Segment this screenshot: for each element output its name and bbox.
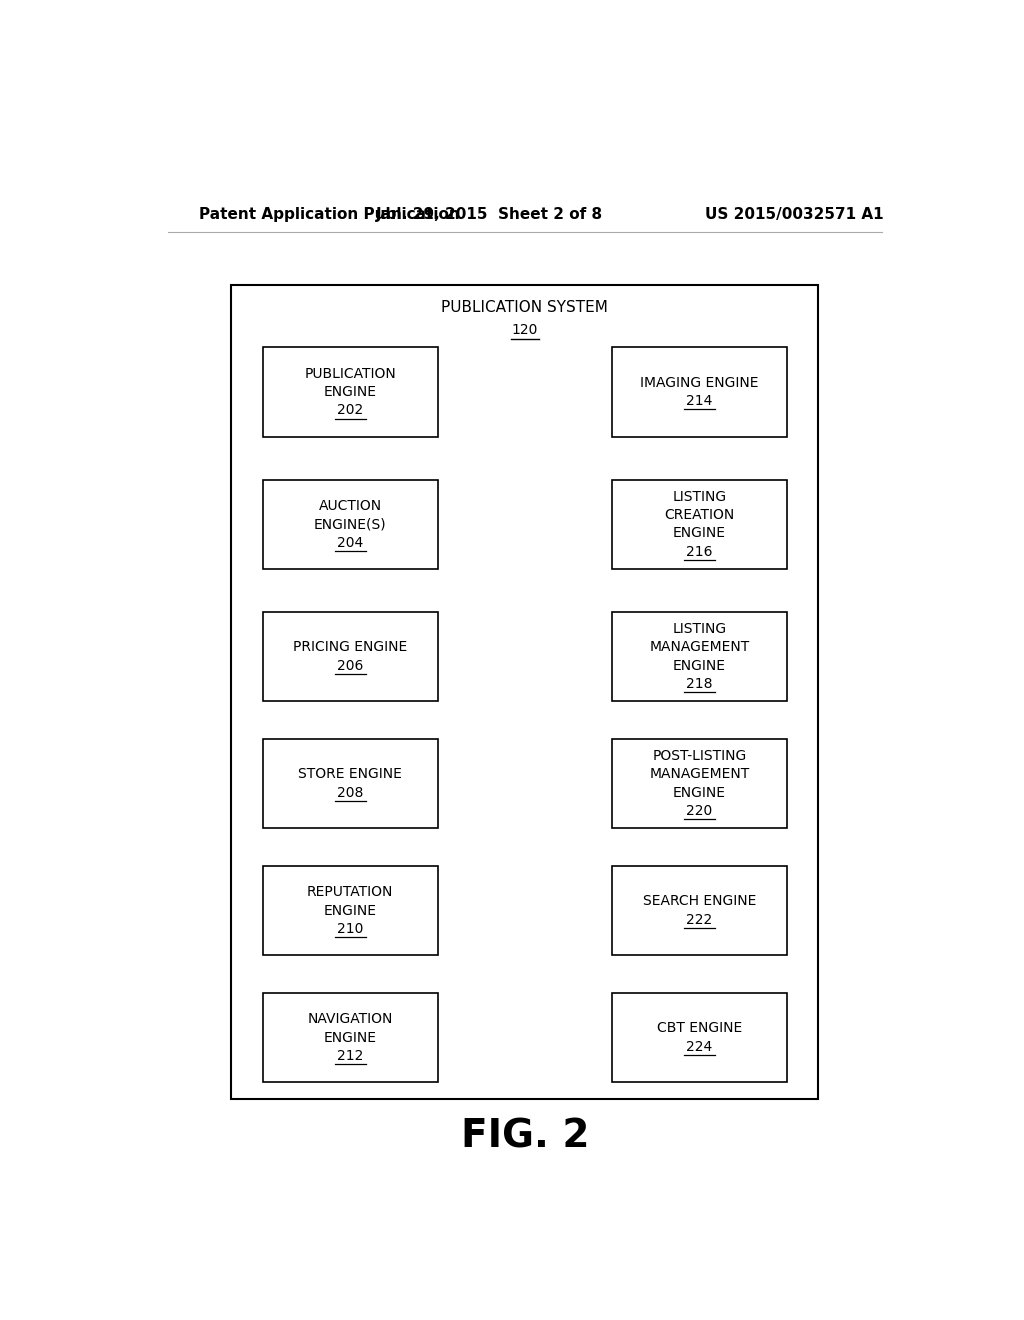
Text: CREATION: CREATION	[665, 508, 734, 523]
Text: ENGINE: ENGINE	[324, 903, 377, 917]
Bar	[612, 866, 786, 956]
Text: 222: 222	[686, 912, 713, 927]
Text: 204: 204	[337, 536, 364, 549]
Text: POST-LISTING: POST-LISTING	[652, 748, 746, 763]
Text: 216: 216	[686, 545, 713, 558]
Bar	[263, 479, 437, 569]
Text: 210: 210	[337, 921, 364, 936]
Text: REPUTATION: REPUTATION	[307, 886, 393, 899]
Text: STORE ENGINE: STORE ENGINE	[298, 767, 402, 781]
Bar	[612, 611, 786, 701]
Text: 218: 218	[686, 677, 713, 690]
Text: 224: 224	[686, 1040, 713, 1053]
Text: NAVIGATION: NAVIGATION	[307, 1012, 393, 1026]
Text: 206: 206	[337, 659, 364, 673]
Text: Jan. 29, 2015  Sheet 2 of 8: Jan. 29, 2015 Sheet 2 of 8	[376, 207, 603, 222]
Text: ENGINE: ENGINE	[324, 385, 377, 399]
Text: 120: 120	[512, 323, 538, 337]
Text: SEARCH ENGINE: SEARCH ENGINE	[643, 895, 756, 908]
Text: ENGINE: ENGINE	[324, 1031, 377, 1044]
Text: FIG. 2: FIG. 2	[461, 1117, 589, 1155]
Text: 212: 212	[337, 1049, 364, 1063]
Text: ENGINE: ENGINE	[673, 785, 726, 800]
Text: MANAGEMENT: MANAGEMENT	[649, 640, 750, 655]
Text: PUBLICATION: PUBLICATION	[304, 367, 396, 381]
Text: 220: 220	[686, 804, 713, 818]
Text: ENGINE(S): ENGINE(S)	[314, 517, 386, 532]
Text: US 2015/0032571 A1: US 2015/0032571 A1	[706, 207, 884, 222]
Bar	[263, 739, 437, 828]
Bar	[612, 479, 786, 569]
Bar	[263, 611, 437, 701]
Bar	[263, 866, 437, 956]
Bar	[612, 739, 786, 828]
Text: 202: 202	[337, 404, 364, 417]
Text: AUCTION: AUCTION	[318, 499, 382, 513]
Bar	[263, 347, 437, 437]
Bar	[612, 993, 786, 1082]
Text: Patent Application Publication: Patent Application Publication	[200, 207, 460, 222]
Text: CBT ENGINE: CBT ENGINE	[656, 1022, 742, 1035]
Text: 208: 208	[337, 785, 364, 800]
Text: ENGINE: ENGINE	[673, 659, 726, 673]
Bar	[612, 347, 786, 437]
Bar	[263, 993, 437, 1082]
Text: MANAGEMENT: MANAGEMENT	[649, 767, 750, 781]
Text: PRICING ENGINE: PRICING ENGINE	[293, 640, 408, 655]
Text: LISTING: LISTING	[673, 622, 726, 636]
Text: ENGINE: ENGINE	[673, 527, 726, 540]
Text: IMAGING ENGINE: IMAGING ENGINE	[640, 376, 759, 389]
Text: LISTING: LISTING	[673, 490, 726, 504]
Text: 214: 214	[686, 395, 713, 408]
Bar	[231, 285, 818, 1098]
Text: PUBLICATION SYSTEM: PUBLICATION SYSTEM	[441, 301, 608, 315]
